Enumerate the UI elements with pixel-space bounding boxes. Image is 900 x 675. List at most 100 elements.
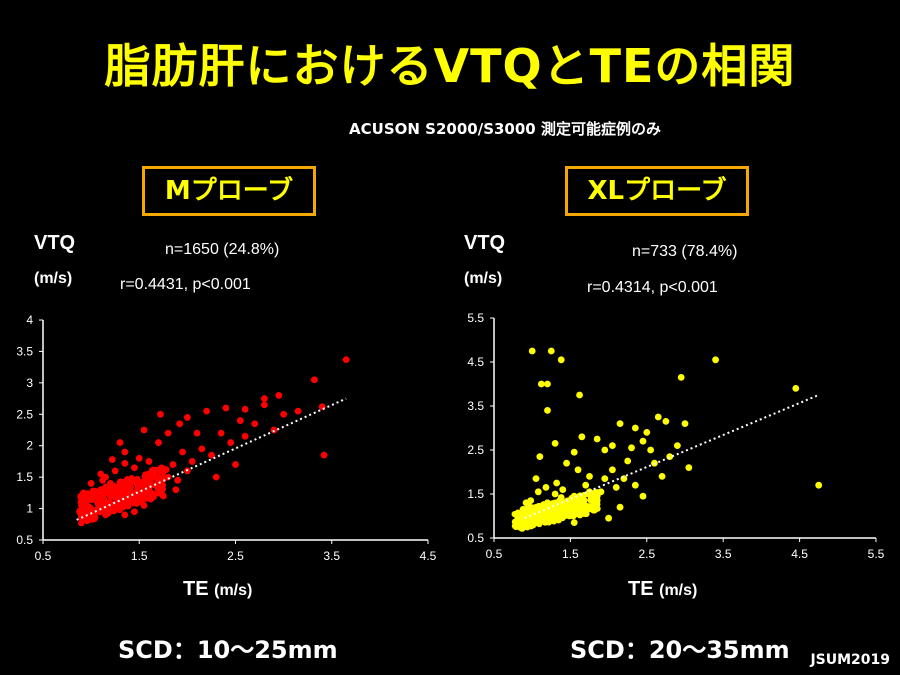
data-point <box>712 356 719 364</box>
probe-label-right: XLプローブ <box>565 166 749 216</box>
data-point <box>241 432 249 440</box>
y-tick-label: 0.5 <box>467 531 484 545</box>
data-point <box>605 514 612 522</box>
data-point <box>582 481 590 489</box>
data-point <box>555 505 562 512</box>
data-point <box>91 493 98 500</box>
data-point <box>227 439 235 446</box>
data-point <box>535 506 543 513</box>
data-point <box>654 413 662 421</box>
trend-line-right <box>524 394 820 520</box>
y-tick-label: 0.5 <box>16 533 33 547</box>
data-point <box>639 492 647 500</box>
y-axis-label-left: VTQ <box>34 232 76 254</box>
correlation-left: r=0.4431, p<0.001 <box>120 276 251 293</box>
y-tick-label: 1.5 <box>467 487 484 501</box>
x-axis-label-left: TE (m/s) <box>183 578 252 601</box>
y-axis-label-right: VTQ <box>464 232 506 254</box>
data-point <box>586 473 593 480</box>
x-tick-label: 1.5 <box>131 549 148 563</box>
data-point <box>140 426 148 434</box>
data-point <box>543 511 550 519</box>
data-point <box>141 473 148 480</box>
x-tick-label: 3.5 <box>323 549 340 563</box>
data-point <box>193 429 201 437</box>
y-tick-label: 3.5 <box>16 344 33 358</box>
data-point <box>212 473 220 481</box>
data-point <box>126 486 133 493</box>
data-point <box>553 479 561 487</box>
data-point <box>681 420 689 427</box>
data-point <box>557 356 565 364</box>
data-point <box>222 404 230 412</box>
data-point <box>251 420 259 428</box>
data-point <box>145 486 153 493</box>
data-point <box>137 498 145 506</box>
data-point <box>544 407 551 414</box>
data-point <box>524 521 531 529</box>
data-point <box>131 464 138 472</box>
data-point <box>536 453 544 460</box>
x-tick-label: 4.5 <box>791 547 808 561</box>
page-title: 脂肪肝におけるVTQとTEの相関 <box>104 39 796 93</box>
x-tick-label: 5.5 <box>868 547 885 561</box>
dense-cluster-left <box>76 464 168 527</box>
x-tick-label: 3.5 <box>715 547 732 561</box>
conference-credit: JSUM2019 <box>810 652 890 668</box>
data-point <box>121 448 129 456</box>
data-point <box>528 347 536 355</box>
data-point <box>79 504 86 511</box>
data-point <box>87 480 95 487</box>
data-point <box>99 476 107 484</box>
data-point <box>549 516 557 523</box>
probe-label-left: Mプローブ <box>142 166 316 216</box>
data-point <box>198 445 206 453</box>
data-point <box>109 506 117 513</box>
data-point <box>511 522 519 530</box>
data-point <box>529 504 537 511</box>
data-point <box>108 456 116 463</box>
data-point <box>125 495 132 502</box>
data-point <box>120 483 128 491</box>
scd-range-left: SCD：10～25mm <box>118 636 338 664</box>
data-point <box>116 439 124 446</box>
data-point <box>232 461 239 468</box>
x-tick-label: 0.5 <box>35 549 52 563</box>
data-point <box>97 493 105 500</box>
data-point <box>529 515 537 522</box>
data-point <box>179 448 186 456</box>
data-point <box>77 493 84 500</box>
data-point <box>142 491 150 498</box>
x-axis-title-left: TE <box>183 578 209 600</box>
data-point <box>547 347 555 355</box>
x-axis-unit-right: (m/s) <box>659 582 698 599</box>
data-point <box>183 414 191 421</box>
scatter-chart-left: 0.5 1.5 2.5 3.5 4.5 0.5 1 1.5 2 2.5 3 3.5 4 <box>16 313 436 563</box>
data-point <box>96 508 104 516</box>
y-tick-label: 1.5 <box>16 470 33 484</box>
data-point <box>174 476 182 484</box>
data-point <box>559 486 567 493</box>
sample-size-left: n=1650 (24.8%) <box>165 241 280 258</box>
x-tick-label: 2.5 <box>638 547 655 561</box>
data-point <box>103 485 111 492</box>
data-point <box>662 418 670 425</box>
data-point <box>203 407 211 415</box>
data-point <box>116 506 123 514</box>
data-point <box>97 470 105 478</box>
data-point <box>135 454 143 462</box>
x-axis-title-right: TE <box>628 578 654 600</box>
data-point <box>643 429 651 436</box>
x-axis-unit-left: (m/s) <box>214 582 253 599</box>
data-point <box>537 380 545 388</box>
data-point <box>576 391 583 399</box>
data-point <box>311 376 318 384</box>
data-point <box>131 508 138 516</box>
data-point <box>342 356 350 363</box>
data-point <box>176 420 184 428</box>
data-point <box>97 486 105 494</box>
data-point <box>563 459 570 467</box>
data-point <box>592 504 600 512</box>
data-point <box>601 475 609 482</box>
trend-line-left <box>76 397 347 521</box>
